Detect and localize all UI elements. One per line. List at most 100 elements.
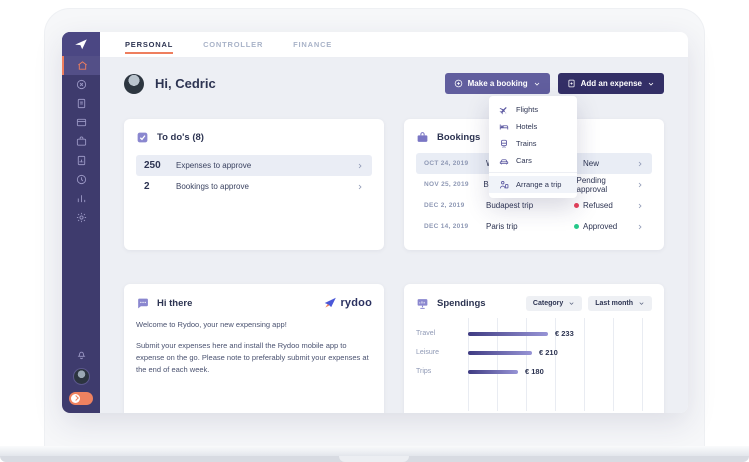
booking-dropdown-menu: Flights Hotels Trains [489, 96, 577, 198]
chart-value-label: € 233 [555, 329, 574, 338]
booking-name: Paris trip [486, 222, 518, 231]
bell-icon [77, 351, 85, 359]
user-avatar[interactable] [124, 73, 144, 94]
chevron-right-icon [636, 181, 644, 189]
booking-date: DEC 14, 2019 [424, 223, 469, 230]
chart-category-label: Travel [416, 330, 436, 337]
todo-label: Bookings to approve [176, 182, 249, 191]
header-row: Hi, Cedric Make a booking [100, 58, 688, 102]
status-dot [574, 224, 579, 229]
booking-row[interactable]: DEC 14, 2019 Paris trip Approved [416, 216, 652, 237]
chart-bar [468, 350, 532, 355]
period-select[interactable]: Last month [588, 296, 652, 311]
sidebar-item-settings[interactable] [62, 208, 100, 227]
cards-row-2: Hi there rydoo Welcome to Rydoo, your ne… [100, 284, 688, 413]
sidebar-item-home[interactable] [62, 56, 100, 75]
menu-item-trains[interactable]: Trains [489, 135, 577, 152]
spendings-chart: Travel € 233 Leisure € 210 Trips [416, 318, 664, 411]
spendings-title: Spendings [437, 298, 486, 309]
menu-item-label: Arrange a trip [516, 180, 562, 189]
spendings-card: Spendings Category Last month [404, 284, 664, 413]
chevron-right-icon [356, 183, 364, 191]
traveler-icon [499, 180, 509, 190]
sidebar-item-trips[interactable] [62, 132, 100, 151]
chevron-down-icon [534, 82, 539, 86]
sidebar-item-statements[interactable] [62, 151, 100, 170]
booking-row[interactable]: DEC 2, 2019 Budapest trip Refused [416, 195, 652, 216]
sidebar-item-expenses[interactable] [62, 75, 100, 94]
menu-item-flights[interactable]: Flights [489, 101, 577, 118]
chart-value-label: € 180 [525, 367, 544, 376]
todo-count: 250 [144, 160, 161, 171]
plane-icon [499, 105, 509, 115]
home-icon [77, 61, 87, 70]
menu-divider [489, 172, 577, 173]
todo-row-expenses[interactable]: 250 Expenses to approve [136, 155, 372, 176]
tab-controller[interactable]: CONTROLLER [203, 40, 264, 49]
notifications-button[interactable] [62, 347, 100, 361]
tab-finance[interactable]: FINANCE [293, 40, 333, 49]
top-navigation: PERSONAL CONTROLLER FINANCE [100, 32, 688, 58]
presentation-chart-icon [417, 299, 428, 309]
chat-bubble-icon [138, 298, 148, 308]
sidebar [62, 32, 100, 413]
credit-card-icon [76, 118, 86, 127]
status-dot [574, 203, 579, 208]
menu-item-label: Trains [516, 139, 537, 148]
status-badge: New [574, 159, 599, 168]
todo-row-bookings[interactable]: 2 Bookings to approve [136, 176, 372, 197]
menu-item-hotels[interactable]: Hotels [489, 118, 577, 135]
menu-item-label: Cars [516, 156, 532, 165]
main-area: PERSONAL CONTROLLER FINANCE Hi, Cedric M… [100, 32, 688, 413]
briefcase-icon [417, 132, 428, 142]
page-title: Hi, Cedric [155, 76, 216, 91]
briefcase-icon [76, 136, 86, 146]
paper-plane-icon [75, 39, 87, 50]
category-select[interactable]: Category [525, 296, 583, 311]
document-plus-icon [568, 79, 575, 88]
sidebar-avatar[interactable] [72, 368, 90, 385]
status-badge: Refused [574, 201, 613, 210]
chart-row: Leisure € 210 [416, 343, 652, 362]
rydoo-plane-icon [325, 297, 337, 308]
rydoo-logo-mark[interactable] [62, 32, 100, 56]
bar-chart-icon [77, 195, 85, 203]
menu-item-cars[interactable]: Cars [489, 152, 577, 169]
make-booking-button[interactable]: Make a booking [444, 73, 550, 94]
sidebar-item-history[interactable] [62, 170, 100, 189]
add-expense-button[interactable]: Add an expense [557, 73, 664, 94]
sidebar-item-analytics[interactable] [62, 189, 100, 208]
circle-x-icon [76, 79, 86, 90]
rydoo-logo: rydoo [323, 296, 372, 310]
chevron-down-icon [648, 82, 654, 86]
document-icon [77, 98, 85, 109]
sidebar-collapse-toggle[interactable] [69, 392, 93, 405]
menu-item-arrange-trip[interactable]: Arrange a trip [489, 176, 577, 193]
chevron-right-icon [636, 160, 644, 168]
cards-row-1: To do's (8) 250 Expenses to approve 2 [100, 119, 688, 250]
booking-date: OCT 24, 2019 [424, 160, 469, 167]
chevron-down-icon [639, 302, 644, 305]
chevron-right-icon [356, 162, 364, 170]
booking-date: NOV 25, 2019 [424, 181, 469, 188]
chart-category-label: Leisure [416, 349, 439, 356]
welcome-line-1: Welcome to Rydoo, your new expensing app… [136, 320, 287, 329]
chart-bar [468, 331, 548, 336]
car-icon [499, 156, 509, 166]
bed-icon [499, 122, 509, 132]
booking-name: Budapest trip [486, 201, 534, 210]
header-buttons: Make a booking Add an expense [444, 73, 664, 94]
tab-personal[interactable]: PERSONAL [125, 40, 174, 54]
gear-icon [76, 212, 86, 223]
chevron-down-icon [569, 302, 574, 305]
sidebar-item-cards[interactable] [62, 113, 100, 132]
booking-date: DEC 2, 2019 [424, 202, 465, 209]
hi-there-title: Hi there [157, 297, 193, 309]
sidebar-item-reports[interactable] [62, 94, 100, 113]
toggle-knob [71, 394, 80, 403]
todo-count: 2 [144, 181, 150, 192]
circled-plus-icon [454, 79, 462, 88]
chart-value-label: € 210 [539, 348, 558, 357]
laptop-base-notch [339, 456, 409, 462]
